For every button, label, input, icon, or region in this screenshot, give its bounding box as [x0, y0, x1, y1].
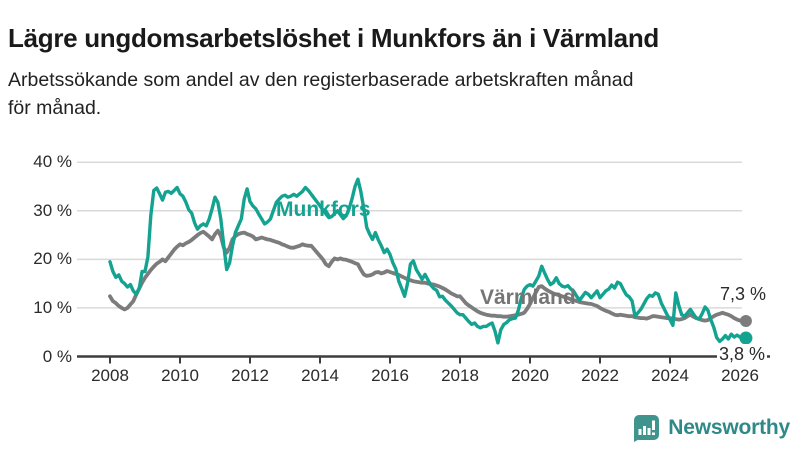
- x-tick-label: 2020: [511, 366, 549, 385]
- y-tick-label: 0 %: [42, 346, 72, 366]
- x-tick-label: 2024: [651, 366, 689, 385]
- brand-wordmark: Newsworthy: [668, 416, 790, 439]
- series-line-munkfors: [108, 177, 745, 345]
- x-tick-label: 2014: [301, 366, 339, 385]
- x-tick-label: 2016: [371, 366, 409, 385]
- x-tick-label: 2012: [231, 366, 269, 385]
- x-tick-label: 2018: [441, 366, 479, 385]
- end-value-label-varmland: 7,3 %: [719, 284, 766, 304]
- x-tick-label: 2022: [581, 366, 619, 385]
- chart-subtitle: Arbetssökande som andel av den registerb…: [8, 66, 768, 122]
- series-line-värmland: [108, 228, 745, 323]
- y-tick-label: 30 %: [33, 200, 72, 220]
- y-tick-label: 20 %: [33, 249, 72, 269]
- series-label-munkfors: Munkfors: [276, 198, 371, 221]
- end-value-label-munkfors: 3,8 %: [717, 344, 768, 365]
- page-title: Lägre ungdomsarbetslöshet i Munkfors än …: [8, 23, 660, 54]
- newsworthy-logo: Newsworthy: [632, 414, 790, 442]
- subtitle-line-2: för månad.: [8, 97, 102, 119]
- series-label-varmland: Värmland: [480, 286, 576, 309]
- x-tick-label: 2010: [161, 366, 199, 385]
- series-end-dot-värmland: [739, 315, 752, 328]
- x-tick-label: 2026: [721, 366, 759, 385]
- subtitle-line-1: Arbetssökande som andel av den registerb…: [8, 69, 634, 91]
- y-tick-label: 40 %: [33, 152, 72, 172]
- x-tick-label: 2008: [91, 366, 129, 385]
- y-tick-label: 10 %: [33, 297, 72, 317]
- bar-chart-speech-bubble-icon: [634, 415, 660, 442]
- series-end-dot-munkfors: [739, 331, 753, 345]
